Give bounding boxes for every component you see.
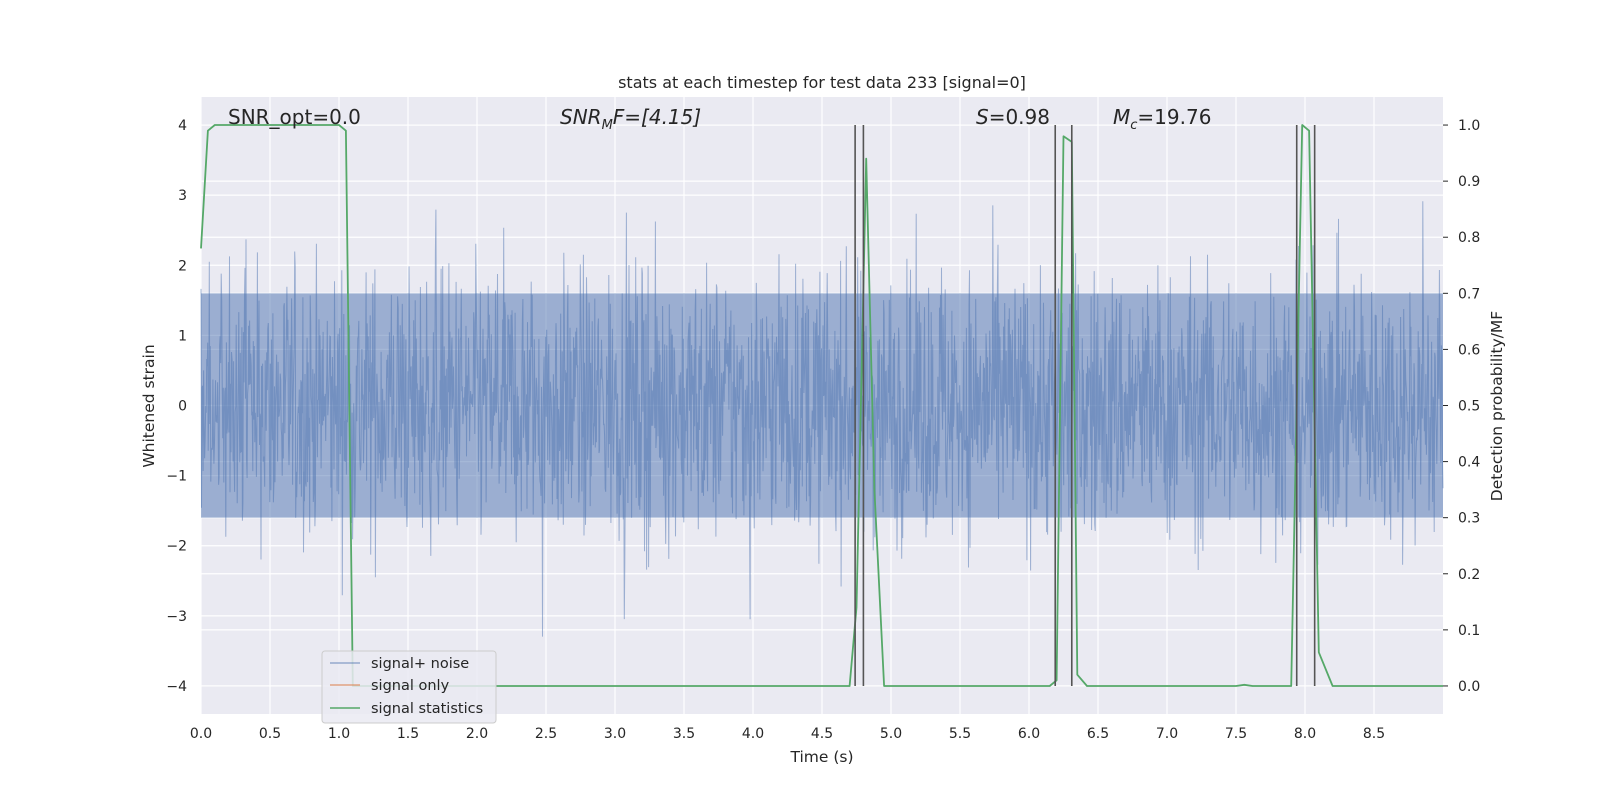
y-right-tick-label: 0.5 xyxy=(1458,399,1480,415)
annotation-mc: Mc=19.76 xyxy=(1113,105,1211,133)
x-tick-label: 7.5 xyxy=(1225,726,1247,742)
x-tick-label: 5.5 xyxy=(949,726,971,742)
y-axis-right-label: Detection probability/MF xyxy=(1488,311,1506,502)
y-right-tick-label: 0.1 xyxy=(1458,623,1480,639)
y-right-tick-label: 0.9 xyxy=(1458,174,1480,190)
x-tick-label: 1.5 xyxy=(397,726,419,742)
x-tick-label: 6.5 xyxy=(1087,726,1109,742)
x-tick-label: 2.0 xyxy=(466,726,488,742)
y-left-tick-label: 3 xyxy=(178,188,187,204)
y-left-tick-label: −1 xyxy=(166,469,187,485)
y-left-tick-label: 4 xyxy=(178,118,187,134)
x-tick-label: 0.5 xyxy=(259,726,281,742)
x-tick-label: 3.5 xyxy=(673,726,695,742)
x-tick-label: 8.0 xyxy=(1294,726,1316,742)
x-tick-label: 0.0 xyxy=(190,726,212,742)
x-tick-label: 6.0 xyxy=(1018,726,1040,742)
y-right-tick-label: 0.0 xyxy=(1458,679,1480,695)
legend-label-signal-statistics: signal statistics xyxy=(371,701,483,717)
x-tick-label: 7.0 xyxy=(1156,726,1178,742)
annotation-snr-opt: SNR_opt=0.0 xyxy=(228,105,361,129)
y-right-tick-label: 0.7 xyxy=(1458,286,1480,302)
y-right-tick-label: 1.0 xyxy=(1458,118,1480,134)
signal-statistics-series xyxy=(200,124,1443,687)
legend-label-signal-only: signal only xyxy=(371,678,450,694)
x-tick-label: 8.5 xyxy=(1363,726,1385,742)
y-left-tick-label: −4 xyxy=(166,679,187,695)
y-left-tick-label: −3 xyxy=(166,609,187,625)
legend-box xyxy=(321,650,497,724)
y-left-tick-label: 1 xyxy=(178,328,187,344)
y-left-tick-label: 0 xyxy=(178,399,187,415)
annotation-snr-mf: SNRMF=[4.15] xyxy=(560,105,701,133)
x-tick-label: 3.0 xyxy=(604,726,626,742)
annotation-s: S=0.98 xyxy=(976,105,1050,129)
chart-title: stats at each timestep for test data 233… xyxy=(618,73,1026,92)
x-tick-label: 5.0 xyxy=(880,726,902,742)
y-right-tick-label: 0.3 xyxy=(1458,511,1480,527)
y-right-tick-label: 0.6 xyxy=(1458,342,1480,358)
legend-label-signal-noise: signal+ noise xyxy=(371,656,469,672)
y-right-tick-label: 0.2 xyxy=(1458,567,1480,583)
x-axis-label: Time (s) xyxy=(789,748,853,766)
legend: signal+ noise signal only signal statist… xyxy=(321,650,497,724)
signal-noise-series xyxy=(200,201,1444,637)
x-tick-label: 2.5 xyxy=(535,726,557,742)
x-tick-label: 1.0 xyxy=(328,726,350,742)
y-left-tick-label: 2 xyxy=(178,258,187,274)
x-tick-label: 4.0 xyxy=(742,726,764,742)
y-axis-left-label: Whitened strain xyxy=(140,344,158,467)
y-right-tick-label: 0.4 xyxy=(1458,455,1480,471)
y-left-tick-label: −2 xyxy=(166,539,187,555)
y-right-tick-label: 0.8 xyxy=(1458,230,1480,246)
x-tick-label: 4.5 xyxy=(811,726,833,742)
